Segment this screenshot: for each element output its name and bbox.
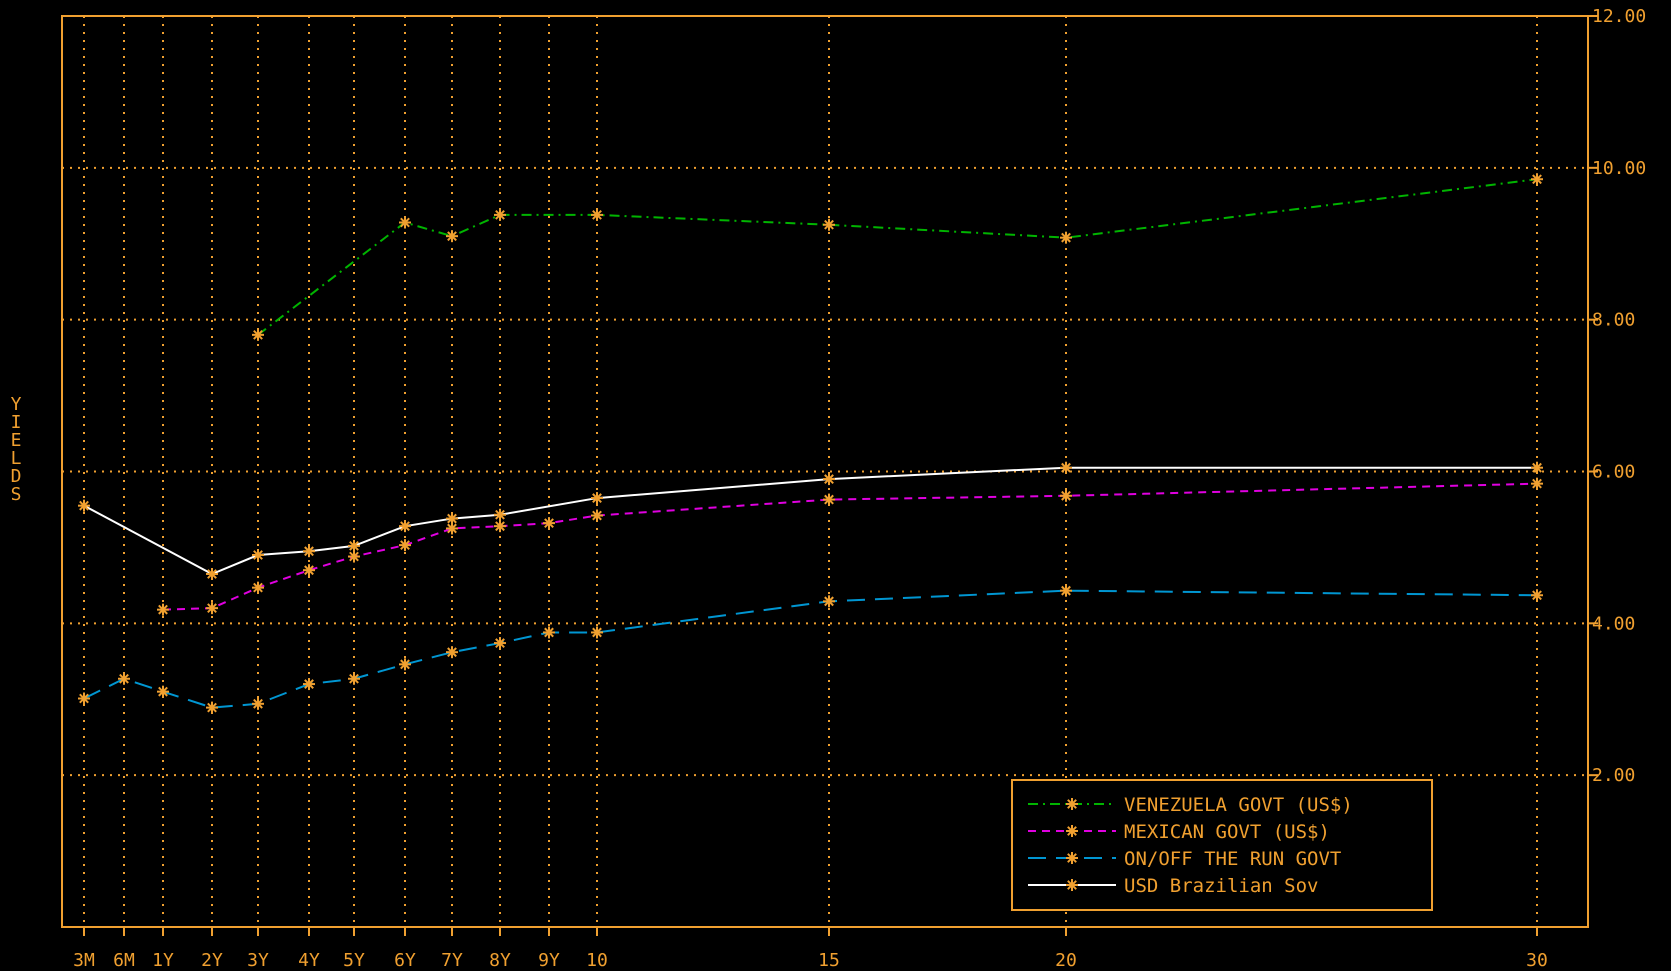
data-point-marker [1066, 825, 1078, 837]
data-point-marker [1060, 489, 1072, 502]
data-point-marker [1531, 477, 1543, 490]
data-point-marker [118, 672, 130, 685]
legend: VENEZUELA GOVT (US$) MEXICAN GOVT (US$) ON… [1011, 779, 1433, 911]
data-point-marker [1066, 852, 1078, 864]
data-point-marker [494, 520, 506, 533]
data-point-marker [591, 626, 603, 639]
legend-entry: VENEZUELA GOVT (US$) [1028, 794, 1353, 816]
data-point-marker [206, 602, 218, 615]
data-point-marker [206, 701, 218, 714]
y-tick-label: 10.00 [1592, 158, 1646, 179]
data-point-marker [1066, 798, 1078, 810]
data-point-marker [1531, 173, 1543, 186]
data-point-marker [206, 567, 218, 580]
series-line [83, 466, 1537, 576]
data-point-marker [157, 685, 169, 698]
legend-label: USD Brazilian Sov [1124, 875, 1318, 897]
y-tick-label: 12.00 [1592, 6, 1646, 27]
series-1 [157, 477, 1543, 616]
data-point-marker [252, 328, 264, 341]
y-tick-label: 6.00 [1592, 462, 1635, 483]
data-point-marker [157, 603, 169, 616]
series-line [257, 178, 1538, 336]
data-point-marker [591, 492, 603, 505]
data-point-marker [348, 550, 360, 563]
x-tick-label: 6Y [394, 950, 416, 971]
data-point-marker [494, 208, 506, 221]
data-point-marker [348, 539, 360, 552]
x-tick-label: 4Y [298, 950, 320, 971]
y-tick-label: 8.00 [1592, 310, 1635, 331]
x-tick-label: 10 [586, 950, 608, 971]
data-point-marker [446, 512, 458, 525]
data-point-marker [591, 509, 603, 522]
series-0 [252, 173, 1543, 341]
series-line [162, 482, 1538, 611]
data-point-marker [1060, 584, 1072, 597]
x-tick-label: 20 [1055, 950, 1077, 971]
data-point-marker [823, 218, 835, 231]
data-point-marker [303, 545, 315, 558]
x-tick-label: 6M [113, 950, 135, 971]
x-tick-label: 15 [818, 950, 840, 971]
data-point-marker [823, 473, 835, 486]
data-point-marker [1531, 461, 1543, 474]
data-point-marker [543, 517, 555, 530]
legend-label: VENEZUELA GOVT (US$) [1124, 794, 1353, 816]
legend-label: ON/OFF THE RUN GOVT [1124, 848, 1341, 870]
series-3 [78, 461, 1543, 580]
data-point-marker [252, 697, 264, 710]
y-tick-label: 4.00 [1592, 613, 1635, 634]
data-point-marker [399, 520, 411, 533]
legend-label: MEXICAN GOVT (US$) [1124, 821, 1330, 843]
data-point-marker [494, 637, 506, 650]
data-point-marker [543, 626, 555, 639]
series-line [83, 589, 1538, 709]
x-axis-ticks: 3M 6M 1Y 2Y 3Y 4Y 5Y 6Y 7Y 8Y 9Y 10 15 20 30 [73, 927, 1548, 971]
data-point-marker [78, 499, 90, 512]
series-lines [78, 173, 1543, 714]
data-point-marker [399, 658, 411, 671]
x-tick-label: 5Y [343, 950, 365, 971]
y-axis-ticks: 2.00 4.00 6.00 8.00 10.00 12.00 [1588, 6, 1646, 786]
data-point-marker [78, 692, 90, 705]
x-tick-label: 7Y [441, 950, 463, 971]
x-tick-label: 9Y [538, 950, 560, 971]
legend-entry: ON/OFF THE RUN GOVT [1028, 848, 1341, 870]
data-point-marker [1531, 589, 1543, 602]
data-point-marker [823, 595, 835, 608]
data-point-marker [1060, 461, 1072, 474]
x-tick-label: 2Y [201, 950, 223, 971]
x-tick-label: 30 [1526, 950, 1548, 971]
data-point-marker [446, 230, 458, 243]
data-point-marker [303, 678, 315, 691]
x-tick-label: 8Y [489, 950, 511, 971]
data-point-marker [591, 208, 603, 221]
data-point-marker [303, 564, 315, 577]
y-tick-label: 2.00 [1592, 765, 1635, 786]
data-point-marker [494, 508, 506, 521]
data-point-marker [348, 672, 360, 685]
data-point-marker [1060, 231, 1072, 244]
data-point-marker [446, 646, 458, 659]
data-point-marker [399, 539, 411, 552]
legend-entry: USD Brazilian Sov [1028, 875, 1318, 897]
legend-entry: MEXICAN GOVT (US$) [1028, 821, 1330, 843]
data-point-marker [446, 522, 458, 535]
x-tick-label: 3M [73, 950, 95, 971]
data-point-marker [1066, 879, 1078, 891]
x-tick-label: 3Y [247, 950, 269, 971]
data-point-marker [252, 549, 264, 562]
data-point-marker [399, 216, 411, 229]
data-point-marker [823, 493, 835, 506]
legend-box [1011, 779, 1433, 911]
data-point-marker [252, 581, 264, 594]
x-tick-label: 1Y [152, 950, 174, 971]
series-2 [78, 584, 1543, 714]
